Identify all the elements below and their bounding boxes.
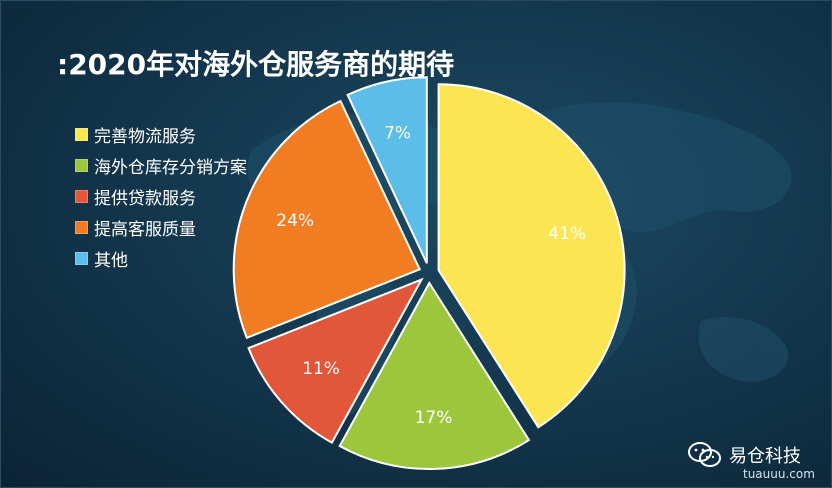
legend-swatch (75, 190, 88, 203)
pie-data-label: 24% (276, 211, 314, 231)
legend-item: 提高客服质量 (75, 212, 247, 243)
legend-swatch (75, 221, 88, 234)
pie-slice (338, 281, 531, 470)
legend-swatch (75, 252, 88, 265)
legend-label: 提供贷款服务 (94, 189, 196, 209)
legend-item: 其他 (75, 243, 247, 274)
legend-swatch (75, 128, 88, 141)
legend-label: 海外仓库存分销方案 (94, 158, 247, 178)
wechat-icon (688, 442, 721, 467)
pie-data-label: 17% (415, 408, 453, 428)
watermark-brand: 易仓科技 (729, 446, 801, 467)
pie-slice (437, 83, 626, 429)
pie-data-label: 41% (548, 224, 586, 244)
watermark: 易仓科技 (687, 441, 801, 469)
pie-slice (247, 277, 424, 444)
watermark-url: tuauuu.com (743, 467, 815, 481)
chart-title: :2020年对海外仓服务商的期待 (57, 48, 455, 81)
pie-slice (232, 99, 422, 340)
legend-item: 提供贷款服务 (75, 181, 247, 212)
legend-swatch (75, 159, 88, 172)
legend-label: 完善物流服务 (94, 127, 196, 147)
pie-data-label: 11% (302, 359, 340, 379)
chart-legend: 完善物流服务 海外仓库存分销方案 提供贷款服务 提高客服质量 其他 (75, 119, 247, 274)
legend-label: 提高客服质量 (94, 220, 196, 240)
pie-slice (346, 76, 428, 264)
legend-item: 海外仓库存分销方案 (75, 150, 247, 181)
pie-data-label: 7% (384, 124, 411, 144)
legend-item: 完善物流服务 (75, 119, 247, 150)
legend-label: 其他 (94, 251, 128, 271)
